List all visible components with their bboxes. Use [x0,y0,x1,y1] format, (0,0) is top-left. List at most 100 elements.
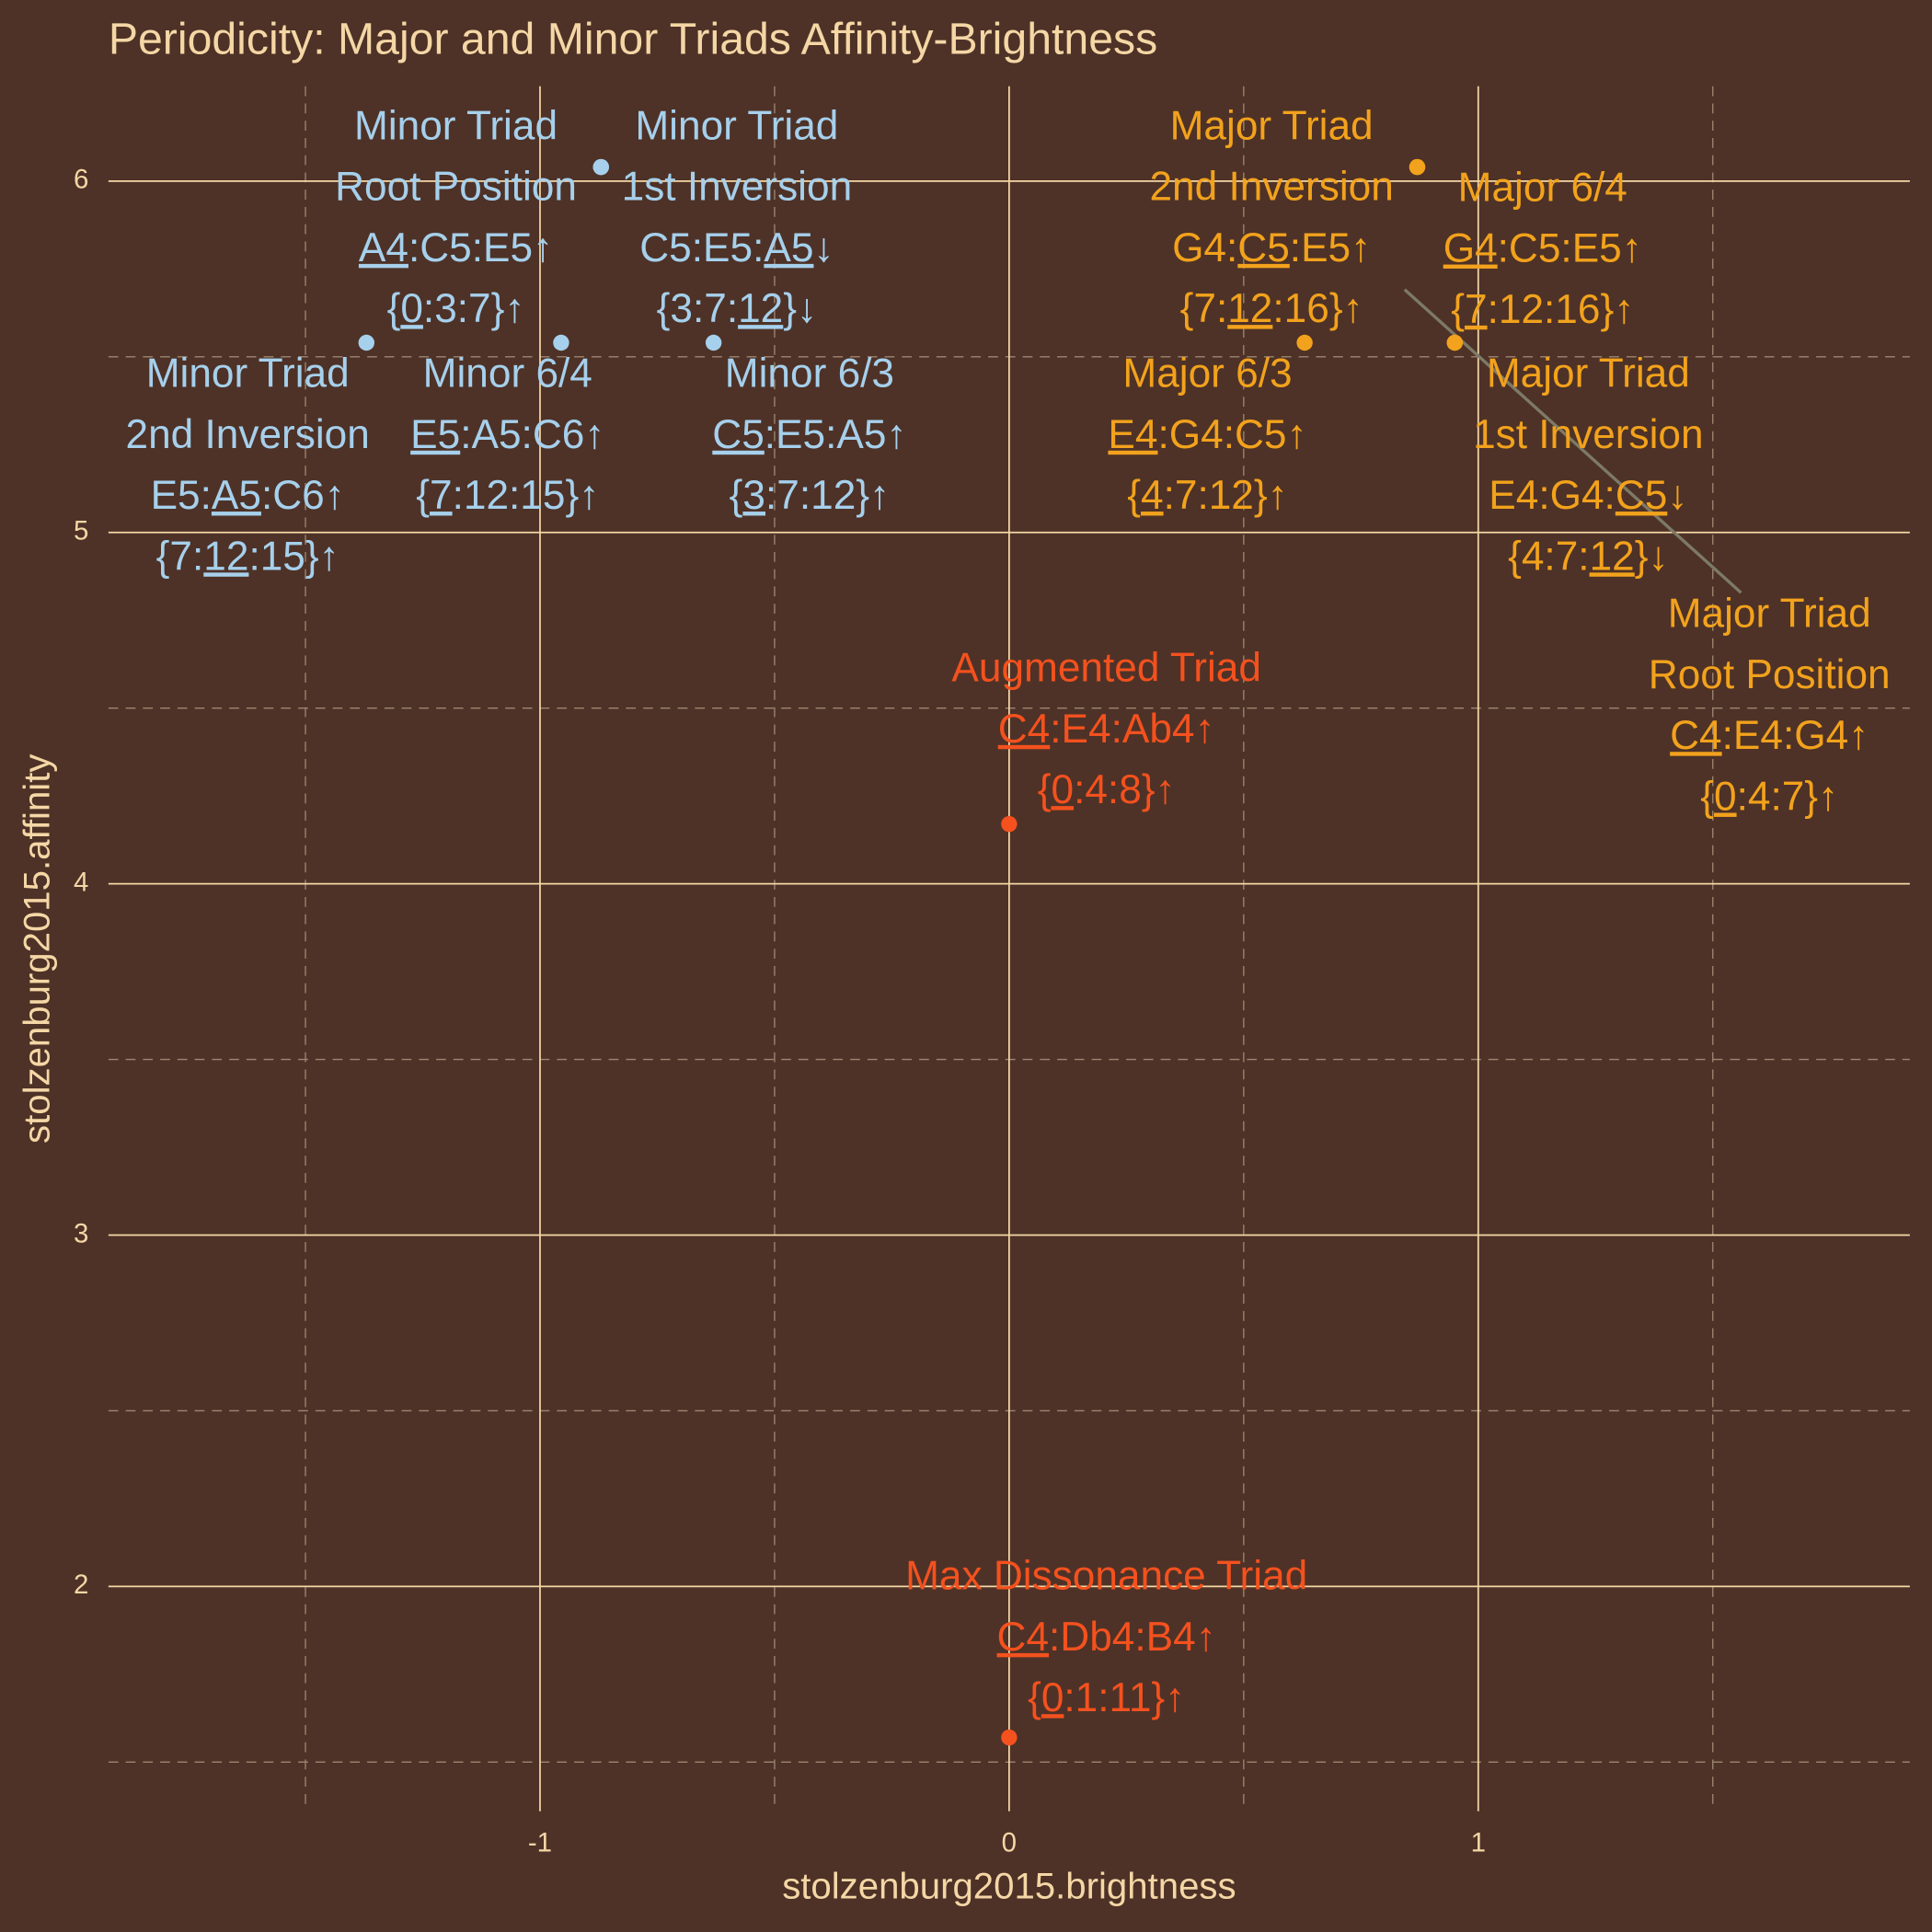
point [705,334,722,351]
point [1446,334,1463,351]
point-label: E5:A5:C6↑ [410,411,604,456]
x-tick-label: 0 [1002,1828,1017,1858]
label-segment: :C5:E5↑ [408,225,553,270]
label-segment: A5 [764,225,813,270]
label-segment: :7:12}↑ [1164,473,1288,518]
label-segment: 0 [400,286,423,331]
label-segment: { [730,473,743,518]
point [1001,815,1018,833]
label-segment: {3:7: [657,286,738,331]
label-segment: A4 [359,225,408,270]
label-segment: ↓ [1667,473,1687,518]
point-label: Major Triad [1170,103,1374,148]
label-segment: Minor Triad [354,103,558,148]
point-label: {4:7:12}↓ [1508,534,1668,579]
label-segment: :G4:C5↑ [1157,411,1306,456]
label-segment: Root Position [335,164,577,209]
label-segment: :E5↑ [1290,225,1371,270]
label-segment: Minor 6/3 [725,351,894,396]
label-segment: :4:7}↑ [1737,774,1839,819]
label-segment: C5 [1616,473,1667,518]
label-segment: E5 [410,411,460,456]
point-label: C5:E5:A5↓ [639,225,834,270]
label-segment: { [1038,767,1052,812]
label-segment: :1:11}↑ [1064,1675,1185,1720]
label-segment: Minor Triad [146,351,350,396]
label-segment: Major 6/3 [1122,351,1292,396]
label-segment: {7: [1180,286,1228,331]
point [1296,334,1313,351]
label-segment: 1st Inversion [622,164,853,209]
label-segment: 2nd Inversion [1149,164,1393,209]
label-segment: Root Position [1649,652,1891,697]
label-segment: A5 [212,473,261,518]
x-axis-label: stolzenburg2015.brightness [782,1866,1236,1907]
point [592,158,609,176]
label-segment: E5: [151,473,212,518]
label-segment: :A5:C6↑ [460,411,604,456]
label-segment: { [1700,774,1714,819]
point-label: {7:12:15}↑ [416,473,599,518]
point-label: E4:G4:C5↓ [1489,473,1687,518]
chart-title: Periodicity: Major and Minor Triads Affi… [109,14,1157,63]
label-segment: C5 [1237,225,1290,270]
label-segment: C4 [997,1615,1050,1660]
point-label: Minor Triad [635,103,838,148]
point [553,334,569,351]
label-segment: :3:7}↑ [423,286,525,331]
point-label: Max Dissonance Triad [905,1553,1307,1598]
point [1001,1729,1018,1746]
label-segment: E4 [1108,411,1157,456]
label-segment: { [1127,473,1141,518]
point-label: {0:1:11}↑ [1028,1675,1185,1720]
label-segment: Major Triad [1487,351,1690,396]
label-segment: 12 [1590,534,1635,579]
point-label: Major 6/4 [1458,165,1627,210]
point-label: C4:E4:Ab4↑ [998,707,1215,752]
label-segment: :E5:A5↑ [765,411,907,456]
label-segment: { [1451,287,1465,332]
y-tick-label: 3 [74,1218,88,1248]
point-label: Augmented Triad [951,645,1261,690]
point-label: E5:A5:C6↑ [151,473,345,518]
point-label: {0:4:8}↑ [1038,767,1176,812]
label-segment: Max Dissonance Triad [905,1553,1307,1598]
label-segment: G4: [1172,225,1237,270]
label-segment: 0 [1051,767,1074,812]
label-segment: Major 6/4 [1458,165,1627,210]
point-label: Minor 6/4 [423,351,592,396]
label-segment: 4 [1141,473,1164,518]
point-label: Root Position [335,164,577,209]
point-label: G4:C5:E5↑ [1443,225,1642,270]
label-segment: ↓ [813,225,834,270]
point-label: Root Position [1649,652,1891,697]
point-label: {0:4:7}↑ [1700,774,1838,819]
label-segment: {7: [156,534,204,579]
y-tick-label: 4 [74,867,88,897]
point [1409,158,1426,176]
label-segment: :12:15}↑ [453,473,600,518]
label-segment: 12 [1227,286,1272,331]
point-label: Major Triad [1487,351,1690,396]
point-label: C4:E4:G4↑ [1670,713,1869,758]
label-segment: Major Triad [1668,591,1871,636]
label-segment: C4 [1670,713,1721,758]
point-label: Minor Triad [146,351,350,396]
label-segment: Minor 6/4 [423,351,592,396]
label-segment: { [387,286,401,331]
label-segment: {4:7: [1508,534,1589,579]
point-label: {4:7:12}↑ [1127,473,1287,518]
label-segment: 0 [1041,1675,1064,1720]
marks [358,158,1463,1746]
point-label: Minor Triad [354,103,558,148]
label-segment: :Db4:B4↑ [1049,1615,1216,1660]
point-label: Minor 6/3 [725,351,894,396]
point-label: {3:7:12}↑ [730,473,890,518]
x-tick-label: 1 [1471,1828,1486,1858]
point-label: {7:12:16}↑ [1180,286,1363,331]
point-label: 1st Inversion [1473,411,1704,456]
